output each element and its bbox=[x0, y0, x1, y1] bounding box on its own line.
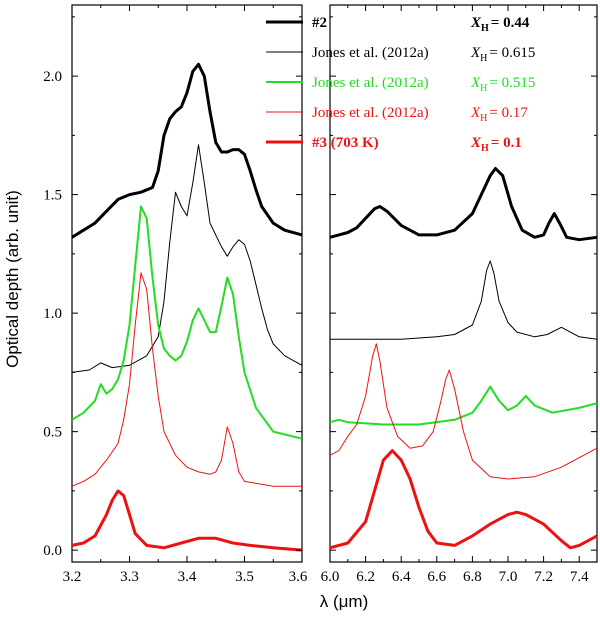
x-tick-label: 7.0 bbox=[499, 569, 518, 585]
series-line-1-left bbox=[71, 144, 303, 373]
series-line-1-right bbox=[330, 260, 598, 340]
x-tick-label: 7.4 bbox=[570, 569, 589, 585]
legend-label: Jones et al. (2012a) bbox=[312, 45, 429, 61]
x-tick-label: 3.6 bbox=[289, 569, 308, 585]
legend-xh-value: XH = 0.44 bbox=[470, 15, 530, 34]
series-line-3-left bbox=[71, 272, 302, 487]
series-line-0-left bbox=[71, 62, 303, 239]
chart-series bbox=[71, 62, 598, 552]
legend-label: Jones et al. (2012a) bbox=[312, 75, 429, 91]
y-tick-label: 1.5 bbox=[43, 188, 62, 204]
legend-label: Jones et al. (2012a) bbox=[312, 105, 429, 121]
y-tick-label: 2.0 bbox=[43, 69, 62, 85]
x-tick-label: 6.4 bbox=[392, 569, 411, 585]
series-line-2-left bbox=[71, 205, 303, 440]
legend: #2 XH = 0.44 Jones et al. (2012a) XH = 0.615 J… bbox=[266, 15, 535, 154]
axis-tick-labels: 0.0 0.5 1.0 1.5 2.0 3.2 3.3 3.4 3.5 3.6 6.0 6.2 6.4 6… bbox=[43, 69, 589, 585]
legend-label: #2 bbox=[312, 15, 327, 31]
x-axis-title: λ (μm) bbox=[320, 592, 369, 611]
x-tick-label: 6.0 bbox=[321, 569, 340, 585]
legend-xh-value: XH = 0.1 bbox=[470, 135, 522, 154]
legend-xh-value: XH = 0.17 bbox=[470, 105, 528, 124]
x-tick-label: 3.4 bbox=[178, 569, 197, 585]
y-tick-label: 0.5 bbox=[43, 425, 62, 441]
series-line-2-right bbox=[329, 385, 598, 426]
series-line-4-right bbox=[329, 449, 598, 550]
legend-xh-value: XH = 0.615 bbox=[470, 45, 535, 64]
x-tick-label: 6.6 bbox=[427, 569, 446, 585]
y-tick-label: 1.0 bbox=[43, 306, 62, 322]
series-line-0-right bbox=[329, 167, 598, 242]
x-tick-label: 3.3 bbox=[120, 569, 139, 585]
legend-xh-value: XH = 0.515 bbox=[470, 75, 535, 94]
axis-ticks bbox=[71, 5, 597, 562]
series-line-3-right bbox=[329, 343, 598, 480]
x-tick-label: 7.2 bbox=[534, 569, 553, 585]
x-tick-label: 6.8 bbox=[463, 569, 482, 585]
series-line-4-left bbox=[71, 489, 303, 552]
legend-label: #3 (703 K) bbox=[312, 135, 379, 151]
x-tick-label: 3.2 bbox=[63, 569, 82, 585]
y-axis-title: Optical depth (arb. unit) bbox=[3, 190, 22, 368]
x-tick-label: 3.5 bbox=[235, 569, 254, 585]
panel-frame-right bbox=[329, 4, 598, 563]
x-tick-label: 6.2 bbox=[356, 569, 375, 585]
y-tick-label: 0.0 bbox=[43, 543, 62, 559]
